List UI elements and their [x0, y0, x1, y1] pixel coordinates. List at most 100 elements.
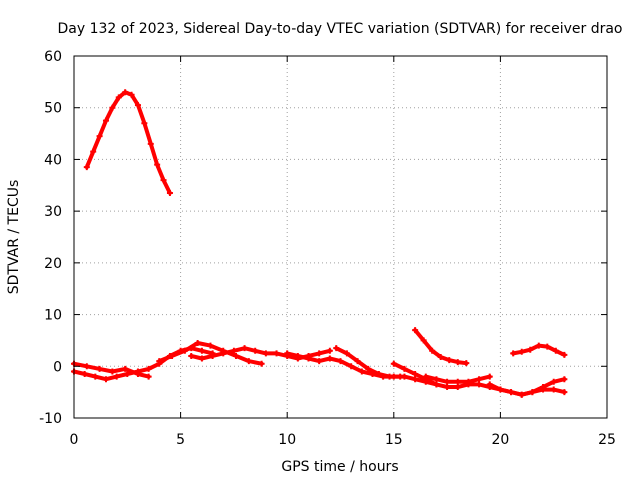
data-point	[83, 363, 90, 370]
data-point	[354, 358, 361, 365]
y-tick-label: 20	[44, 256, 62, 272]
data-point	[544, 343, 551, 350]
series-arc-low-b	[71, 360, 152, 380]
data-point	[160, 177, 167, 184]
data-point	[294, 352, 301, 359]
data-point	[343, 350, 350, 357]
data-point	[358, 368, 365, 375]
data-point	[508, 389, 515, 396]
data-point	[540, 383, 547, 390]
data-point	[446, 357, 453, 364]
data-point	[561, 351, 568, 358]
y-tick-label: 40	[44, 152, 62, 168]
data-point	[128, 91, 135, 98]
data-point	[518, 348, 525, 355]
data-point	[535, 342, 542, 349]
data-point	[527, 346, 534, 353]
data-point	[365, 365, 372, 372]
data-point	[552, 347, 559, 354]
data-point	[497, 386, 504, 393]
data-point	[326, 347, 333, 354]
x-tick-label: 25	[598, 432, 616, 448]
data-point	[444, 378, 451, 385]
x-axis-label: GPS time / hours	[281, 459, 398, 475]
data-point	[529, 389, 536, 396]
y-tick-label: 60	[44, 49, 62, 65]
data-point	[412, 327, 419, 334]
data-point	[262, 350, 269, 357]
data-point	[145, 373, 152, 380]
series-arc-mid-k	[510, 342, 568, 358]
data-point	[561, 389, 568, 396]
y-axis: -10 0 10 20 30 40 50 60	[39, 49, 607, 427]
data-point	[454, 383, 461, 390]
data-point	[518, 391, 525, 398]
data-point	[233, 352, 240, 359]
data-point	[115, 94, 122, 101]
series-arc-mid-j	[412, 327, 470, 367]
data-point	[134, 102, 141, 109]
data-point	[433, 376, 440, 383]
data-point	[124, 371, 131, 378]
data-point	[463, 360, 470, 367]
data-point	[510, 350, 517, 357]
data-point	[122, 89, 129, 96]
plot-frame	[73, 55, 608, 419]
data-point	[273, 350, 280, 357]
data-point	[181, 347, 188, 354]
data-point	[245, 358, 252, 365]
data-point	[337, 358, 344, 365]
data-point	[454, 359, 461, 366]
data-point	[166, 190, 173, 197]
data-point	[113, 373, 120, 380]
y-tick-label: -10	[39, 411, 62, 427]
data-point	[102, 117, 109, 124]
data-point	[305, 355, 312, 362]
data-point	[169, 352, 176, 359]
data-point	[252, 347, 259, 354]
data-point	[188, 352, 195, 359]
data-point	[96, 133, 103, 140]
data-point	[81, 371, 88, 378]
data-point	[348, 363, 355, 370]
x-tick-label: 0	[70, 432, 79, 448]
series-layer	[71, 89, 568, 398]
data-point	[220, 350, 227, 357]
data-point	[429, 347, 436, 354]
data-point	[486, 381, 493, 388]
y-tick-label: 30	[44, 204, 62, 220]
series-arc-low-h	[422, 373, 493, 385]
gridlines	[74, 56, 607, 418]
data-point	[258, 360, 265, 367]
data-point	[390, 360, 397, 367]
data-point	[454, 378, 461, 385]
y-tick-label: 10	[44, 308, 62, 324]
data-point	[401, 365, 408, 372]
data-point	[444, 383, 451, 390]
y-tick-label: 0	[53, 359, 62, 375]
data-point	[90, 148, 97, 155]
data-point	[412, 376, 419, 383]
x-tick-label: 5	[176, 432, 185, 448]
series-arc-low-c	[156, 340, 265, 367]
data-point	[375, 371, 382, 378]
data-point	[230, 347, 237, 354]
series-arc-low-f	[333, 345, 404, 380]
series-arc-low-i	[486, 376, 568, 398]
data-point	[145, 365, 152, 372]
data-point	[194, 340, 201, 347]
x-tick-label: 20	[491, 432, 509, 448]
data-point	[102, 376, 109, 383]
data-point	[465, 378, 472, 385]
data-point	[486, 373, 493, 380]
data-point	[420, 337, 427, 344]
y-axis-label: SDTVAR / TECUs	[6, 180, 22, 295]
data-point	[207, 342, 214, 349]
data-point	[397, 373, 404, 380]
x-tick-label: 10	[278, 432, 296, 448]
data-point	[198, 355, 205, 362]
data-point	[422, 373, 429, 380]
data-point	[412, 371, 419, 378]
chart-title: Day 132 of 2023, Sidereal Day-to-day VTE…	[57, 21, 622, 37]
data-point	[83, 164, 90, 171]
